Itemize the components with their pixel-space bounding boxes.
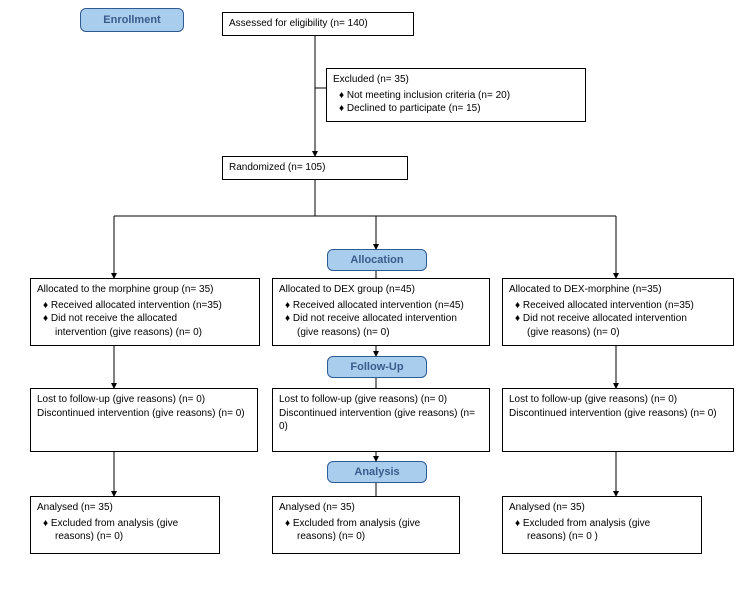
box-followup-morphine: Lost to follow-up (give reasons) (n= 0) … (30, 388, 258, 452)
stage-followup-text: Follow-Up (350, 361, 403, 373)
box-bullets: Excluded from analysis (givereasons) (n=… (43, 517, 213, 544)
stage-allocation: Allocation (327, 249, 427, 271)
bullet-indent: reasons) (n= 0) (285, 530, 453, 544)
bullet: Excluded from analysis (give (43, 517, 213, 531)
box-line: Analysed (n= 35) (37, 501, 213, 515)
bullet: Did not receive allocated intervention (515, 312, 727, 326)
bullet: Excluded from analysis (give (285, 517, 453, 531)
box-followup-dex-morphine: Lost to follow-up (give reasons) (n= 0) … (502, 388, 734, 452)
stage-allocation-text: Allocation (350, 254, 403, 266)
box-line: Allocated to the morphine group (n= 35) (37, 283, 253, 297)
box-analysis-morphine: Analysed (n= 35) Excluded from analysis (… (30, 496, 220, 554)
box-line: Excluded (n= 35) (333, 73, 579, 87)
bullet: Did not receive the allocated (43, 312, 253, 326)
box-line: Randomized (n= 105) (229, 161, 401, 175)
bullet: Received allocated intervention (n=35) (43, 299, 253, 313)
bullet: Did not receive allocated intervention (285, 312, 483, 326)
stage-enrollment: Enrollment (80, 8, 184, 32)
box-line: Analysed (n= 35) (509, 501, 695, 515)
bullet-indent: (give reasons) (n= 0) (285, 326, 483, 340)
stage-enrollment-text: Enrollment (103, 14, 160, 26)
bullet-indent: (give reasons) (n= 0) (515, 326, 727, 340)
box-line: Analysed (n= 35) (279, 501, 453, 515)
box-line: Discontinued intervention (give reasons)… (37, 407, 251, 421)
bullet: Received allocated intervention (n=45) (285, 299, 483, 313)
box-bullets: Received allocated intervention (n=35)Di… (515, 299, 727, 340)
box-alloc-dex: Allocated to DEX group (n=45) Received al… (272, 278, 490, 346)
box-line: Allocated to DEX group (n=45) (279, 283, 483, 297)
box-line: Lost to follow-up (give reasons) (n= 0) (37, 393, 251, 407)
box-line: Lost to follow-up (give reasons) (n= 0) (279, 393, 483, 407)
stage-analysis-text: Analysis (354, 466, 399, 478)
box-line: Assessed for eligibility (n= 140) (229, 17, 407, 31)
box-bullets: Excluded from analysis (givereasons) (n=… (515, 517, 695, 544)
box-bullets: Excluded from analysis (givereasons) (n=… (285, 517, 453, 544)
box-randomized: Randomized (n= 105) (222, 156, 408, 180)
bullet-indent: reasons) (n= 0 ) (515, 530, 695, 544)
box-analysis-dex-morphine: Analysed (n= 35) Excluded from analysis (… (502, 496, 702, 554)
box-assessed: Assessed for eligibility (n= 140) (222, 12, 414, 36)
bullet-indent: intervention (give reasons) (n= 0) (43, 326, 253, 340)
box-alloc-morphine: Allocated to the morphine group (n= 35) R… (30, 278, 260, 346)
box-bullets: Received allocated intervention (n=45)Di… (285, 299, 483, 340)
bullet: Declined to participate (n= 15) (339, 102, 579, 116)
box-bullets: Received allocated intervention (n=35)Di… (43, 299, 253, 340)
box-line: Discontinued intervention (give reasons)… (509, 407, 727, 421)
box-line: Allocated to DEX-morphine (n=35) (509, 283, 727, 297)
bullet-indent: reasons) (n= 0) (43, 530, 213, 544)
bullet: Excluded from analysis (give (515, 517, 695, 531)
box-line: Lost to follow-up (give reasons) (n= 0) (509, 393, 727, 407)
box-bullets: Not meeting inclusion criteria (n= 20)De… (339, 89, 579, 116)
box-line: Discontinued intervention (give reasons)… (279, 407, 483, 434)
box-analysis-dex: Analysed (n= 35) Excluded from analysis (… (272, 496, 460, 554)
stage-analysis: Analysis (327, 461, 427, 483)
box-followup-dex: Lost to follow-up (give reasons) (n= 0) … (272, 388, 490, 452)
box-excluded: Excluded (n= 35) Not meeting inclusion cr… (326, 68, 586, 122)
bullet: Not meeting inclusion criteria (n= 20) (339, 89, 579, 103)
stage-followup: Follow-Up (327, 356, 427, 378)
box-alloc-dex-morphine: Allocated to DEX-morphine (n=35) Received… (502, 278, 734, 346)
bullet: Received allocated intervention (n=35) (515, 299, 727, 313)
